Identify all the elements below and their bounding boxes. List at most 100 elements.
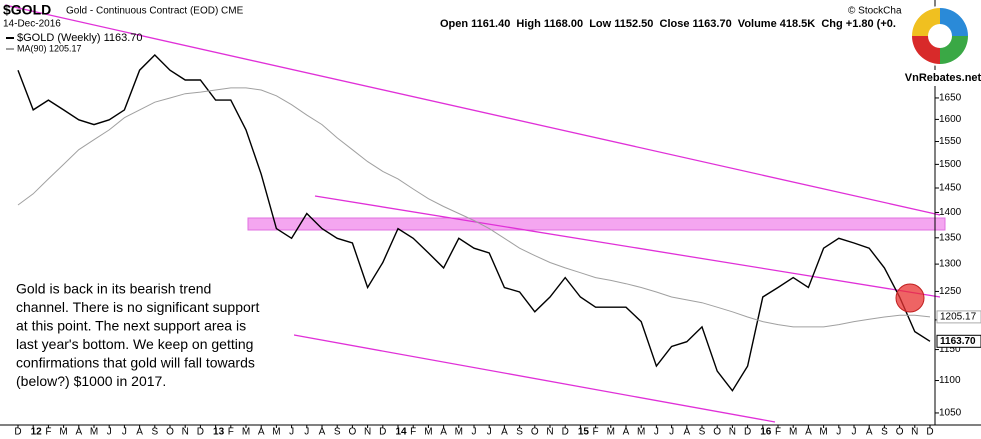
x-tick-label: A — [75, 427, 82, 438]
x-tick-label: O — [531, 427, 539, 438]
description: Gold - Continuous Contract (EOD) CME — [66, 6, 244, 17]
annotation-line: last year's bottom. We keep on getting — [16, 336, 253, 352]
x-tick-label: 13 — [213, 427, 225, 438]
logo-bg — [906, 70, 981, 86]
x-tick-label: A — [440, 427, 447, 438]
highlight-circle — [895, 283, 925, 313]
y-tick-label: 1300 — [939, 259, 962, 270]
logo: VnRebates.net — [905, 6, 981, 86]
y-axis-labels: 1050110011501200125013001350140014501500… — [935, 93, 981, 419]
x-tick-label: A — [258, 427, 265, 438]
annotation-line: at this point. The next support area is — [16, 318, 246, 334]
trend-line — [282, 332, 776, 423]
x-tick-label: M — [272, 427, 280, 438]
x-tick-label: F — [45, 427, 51, 438]
x-tick-label: A — [136, 427, 143, 438]
x-tick-label: F — [775, 427, 781, 438]
annotation-line: channel. There is no significant support — [16, 299, 259, 315]
x-tick-label: A — [866, 427, 873, 438]
x-tick-label: M — [637, 427, 645, 438]
legend-label: $GOLD (Weekly) 1163.70 — [17, 32, 143, 44]
x-tick-label: M — [242, 427, 250, 438]
x-tick-label: N — [364, 427, 371, 438]
x-tick-label: M — [59, 427, 67, 438]
annotation-line: confirmations that gold will fall toward… — [16, 355, 255, 371]
x-tick-label: A — [623, 427, 630, 438]
x-tick-label: N — [729, 427, 736, 438]
quote: Open 1161.40 High 1168.00 Low 1152.50 Cl… — [440, 18, 896, 30]
x-tick-label: F — [410, 427, 416, 438]
logo-part — [940, 8, 968, 36]
x-tick-label: J — [852, 427, 857, 438]
trend-line — [314, 195, 941, 298]
x-tick-label: J — [304, 427, 309, 438]
plot — [17, 54, 931, 392]
x-tick-label: M — [819, 427, 827, 438]
x-tick-label: O — [713, 427, 721, 438]
y-tick-label: 1250 — [939, 286, 962, 297]
x-tick-label: N — [182, 427, 189, 438]
last-value-box — [936, 334, 981, 348]
logo-part — [912, 8, 940, 36]
x-tick-label: J — [107, 427, 112, 438]
y-tick-label: 1400 — [939, 207, 962, 218]
x-tick-label: 12 — [31, 427, 43, 438]
y-tick-label: 1450 — [939, 183, 962, 194]
x-tick-label: N — [546, 427, 553, 438]
logo-part — [940, 36, 968, 64]
x-tick-label: J — [289, 427, 294, 438]
y-tick-label: 1500 — [939, 159, 962, 170]
x-tick-label: D — [14, 427, 21, 438]
x-tick-label: A — [319, 427, 326, 438]
y-tick-label: 1600 — [939, 114, 962, 125]
x-tick-label: M — [607, 427, 615, 438]
logo-text: VnRebates.net — [905, 72, 981, 84]
x-tick-label: M — [424, 427, 432, 438]
series-line — [17, 54, 931, 392]
source: © StockCha — [848, 6, 902, 17]
trend-line — [4, 4, 941, 216]
x-tick-label: J — [836, 427, 841, 438]
x-tick-label: S — [151, 427, 158, 438]
x-tick-label: M — [789, 427, 797, 438]
series-line — [17, 87, 931, 328]
x-tick-label: S — [334, 427, 341, 438]
y-tick-label: 1350 — [939, 232, 962, 243]
x-tick-label: 16 — [760, 427, 772, 438]
annotation-box — [12, 280, 294, 396]
x-tick-label: J — [654, 427, 659, 438]
last-value-label: 1205.17 — [940, 312, 977, 323]
x-tick-label: 15 — [578, 427, 590, 438]
x-tick-label: O — [349, 427, 357, 438]
legend-label: MA(90) 1205.17 — [17, 43, 82, 53]
annotation-line: (below?) $1000 in 2017. — [16, 373, 166, 389]
x-tick-label: J — [472, 427, 477, 438]
y-tick-label: 1050 — [939, 408, 962, 419]
x-tick-label: J — [487, 427, 492, 438]
x-tick-label: A — [805, 427, 812, 438]
x-tick-label: A — [683, 427, 690, 438]
x-tick-label: S — [881, 427, 888, 438]
symbol: $GOLD — [3, 2, 51, 18]
x-tick-label: D — [197, 427, 204, 438]
x-axis-labels: D 12 F M A M J J A S O N D 13 F M A M J J A S O N D 14 F M A M J J A S O N D… — [14, 425, 934, 438]
x-tick-label: F — [593, 427, 599, 438]
x-tick-label: J — [669, 427, 674, 438]
logo-part — [912, 36, 940, 64]
last-value-box — [936, 310, 981, 324]
x-tick-label: F — [228, 427, 234, 438]
x-tick-label: 14 — [395, 427, 407, 438]
y-tick-label: 1550 — [939, 136, 962, 147]
x-tick-label: S — [699, 427, 706, 438]
x-tick-label: D — [744, 427, 751, 438]
x-tick-label: S — [516, 427, 523, 438]
y-tick-label: 1650 — [939, 93, 962, 104]
x-tick-label: A — [501, 427, 508, 438]
x-tick-label: O — [166, 427, 174, 438]
x-tick-label: M — [455, 427, 463, 438]
y-tick-label: 1150 — [939, 344, 961, 355]
last-value-label: 1163.70 — [940, 336, 976, 347]
